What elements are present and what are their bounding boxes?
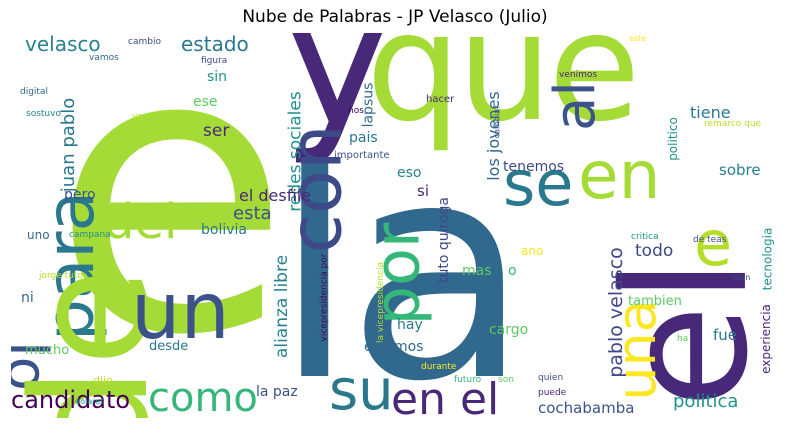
cloud-word: tambien: [628, 294, 682, 309]
cloud-word: futuro: [454, 375, 482, 385]
cloud-word: dolares: [75, 397, 105, 406]
cloud-word: son: [498, 375, 514, 385]
cloud-word: de teas: [693, 235, 727, 245]
cloud-word: figura: [201, 56, 228, 66]
cloud-word: desde: [149, 339, 189, 354]
cloud-word: ser: [203, 121, 230, 141]
cloud-word: remarco que: [704, 119, 762, 129]
cloud-word: en el: [391, 374, 500, 419]
cloud-word: pablo velasco: [604, 247, 627, 378]
cloud-word: o: [508, 263, 517, 279]
cloud-word: juan pablo: [58, 97, 80, 193]
cloud-word: hay: [397, 317, 423, 333]
cloud-word: politica: [673, 391, 739, 412]
cloud-word: el desfile: [239, 186, 312, 205]
chart-title: Nube de Palabras - JP Velasco (Julio): [242, 7, 548, 27]
cloud-word: sobre: [719, 161, 761, 179]
cloud-word: dijo: [93, 374, 113, 387]
cloud-word: experiencia: [758, 304, 773, 374]
cloud-word: cochabamba: [538, 399, 635, 417]
cloud-word: en: [578, 137, 661, 214]
cloud-word: vicepresidencia por: [319, 253, 330, 342]
cloud-word: e: [694, 207, 733, 280]
cloud-word: pais: [349, 130, 378, 146]
cloud-word: mas: [462, 263, 492, 279]
cloud-word: cambiar: [492, 105, 502, 139]
cloud-word: fue: [713, 326, 738, 344]
cloud-word: candidato: [11, 386, 131, 414]
cloud-word: un: [131, 267, 230, 357]
cloud-word: alianza libre: [272, 254, 293, 359]
cloud-word: su: [329, 358, 394, 419]
cloud-word: se: [503, 147, 574, 220]
cloud-word: si: [417, 182, 429, 200]
cloud-word: hacer: [426, 94, 455, 105]
cloud-word: venimos: [559, 70, 598, 80]
cloud-word: y: [281, 33, 394, 168]
cloud-word: como: [148, 375, 258, 418]
cloud-word: ni: [21, 290, 34, 306]
cloud-word: cargo: [489, 322, 529, 338]
cloud-word: eso: [397, 165, 422, 181]
cloud-word: pero: [64, 187, 96, 203]
cloud-word: digital: [20, 87, 48, 97]
cloud-word: plan: [733, 273, 751, 282]
cloud-word: vamos: [89, 53, 119, 63]
cloud-word: nos: [348, 106, 364, 116]
word-cloud: la e que y para lo de el con por se en u…: [11, 33, 781, 418]
cloud-word: estamos: [364, 339, 424, 355]
cloud-word: que: [366, 33, 641, 155]
cloud-word: critica: [631, 232, 659, 242]
cloud-word: jorge tuto: [39, 271, 83, 281]
cloud-word: la vicepresidencia: [376, 261, 387, 344]
cloud-word: campana: [69, 230, 111, 240]
cloud-word: quien: [538, 373, 564, 383]
cloud-word: yo: [132, 112, 143, 122]
cloud-word: sin: [207, 69, 228, 85]
cloud-word: tiene: [690, 103, 731, 122]
cloud-word: ano: [521, 244, 544, 258]
cloud-word: ha: [677, 334, 689, 344]
cloud-word: ese: [193, 94, 218, 110]
cloud-word: esta: [233, 203, 272, 224]
cloud-word: durante: [421, 362, 457, 372]
cloud-word: al: [542, 81, 608, 131]
cloud-word: estado: [181, 33, 249, 56]
cloud-word: la paz: [256, 384, 298, 400]
cloud-word: lapsus: [360, 82, 377, 128]
cloud-word: este: [629, 34, 647, 43]
cloud-word: la: [273, 98, 530, 419]
cloud-word: cambio: [128, 37, 161, 47]
cloud-word: sostuvo: [26, 109, 61, 119]
cloud-word: bolivia: [201, 222, 247, 238]
cloud-word: politico: [665, 117, 680, 161]
cloud-word: todo: [635, 241, 674, 261]
cloud-word: puede: [538, 388, 567, 398]
cloud-word: tecnologia: [760, 227, 775, 291]
cloud-word: del: [104, 194, 178, 250]
cloud-word: velasco: [25, 33, 101, 56]
cloud-word: mucho: [25, 343, 70, 358]
cloud-word: e: [51, 33, 291, 418]
cloud-word: uno: [27, 228, 50, 242]
cloud-word: importante: [334, 150, 390, 161]
cloud-word: tenemos: [503, 159, 565, 175]
cloud-word: tuto quiroga: [436, 197, 452, 283]
